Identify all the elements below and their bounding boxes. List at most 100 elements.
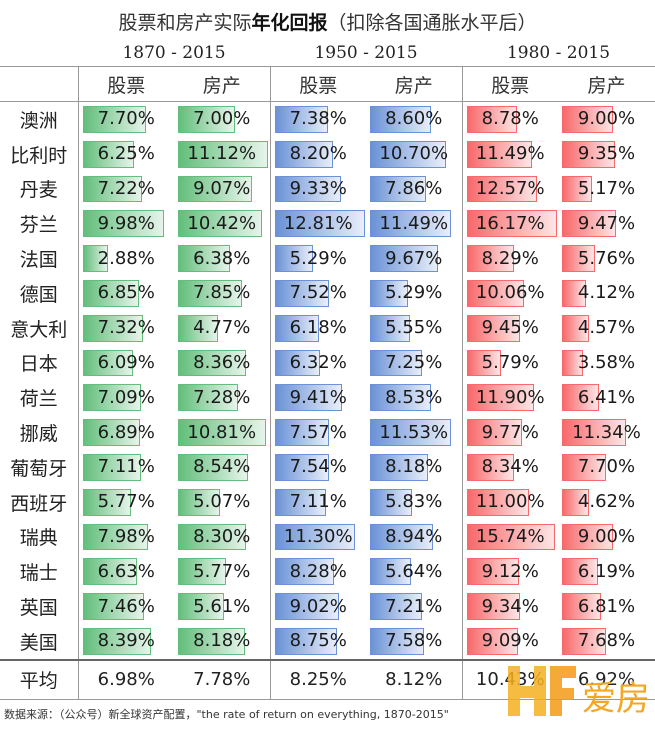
data-bar <box>466 106 517 133</box>
value-cell: 15.74% <box>461 519 558 555</box>
country-label: 瑞典 <box>19 527 58 550</box>
data-bar <box>274 314 319 342</box>
average-label: 平均 <box>0 658 78 700</box>
data-bar <box>466 488 529 516</box>
value-cell: 5.79% <box>461 345 558 381</box>
data-bar <box>274 384 342 412</box>
value-cell: 4.77% <box>174 311 270 346</box>
data-bar <box>562 279 586 307</box>
value-label: 6.89% <box>97 421 155 443</box>
value-label: 7.58% <box>385 630 443 652</box>
data-bar <box>178 210 262 238</box>
value-label: 11.30% <box>283 525 353 547</box>
value-cell: 8.75% <box>269 623 366 660</box>
source-note: 数据来源：（公众号）新全球资产配置，"the rate of return on… <box>4 708 449 721</box>
value-label: 9.45% <box>481 317 539 339</box>
value-label: 5.17% <box>577 177 636 199</box>
value-label: 7.68% <box>577 630 636 652</box>
value-label: 8.75% <box>289 630 347 652</box>
table-row: 瑞典 7.98% 8.30% 11.30% 8.94% 15.74% 9.00% <box>0 519 655 555</box>
data-bar <box>274 523 355 551</box>
value-label: 11.53% <box>379 421 449 443</box>
data-bar <box>370 627 424 655</box>
value-cell: 9.77% <box>461 415 558 450</box>
country-label: 意大利 <box>10 318 68 341</box>
value-cell: 8.30% <box>174 520 270 555</box>
value-cell: 4.57% <box>558 311 655 346</box>
value-cell: 5.76% <box>558 241 655 276</box>
table-row: 荷兰 7.09% 7.28% 9.41% 8.53% 11.90% 6.41% <box>0 380 655 416</box>
data-bar <box>274 558 334 586</box>
table-row: 西班牙 5.77% 5.07% 7.11% 5.83% 11.00% 4.62% <box>0 484 655 520</box>
value-cell: 11.49% <box>461 136 558 172</box>
value-label: 9.41% <box>289 386 347 408</box>
data-bar <box>274 210 365 238</box>
value-cell: 5.29% <box>366 276 462 311</box>
data-bar <box>82 349 133 377</box>
value-label: 7.86% <box>385 177 443 199</box>
country-label: 法国 <box>19 249 58 272</box>
value-cell: 7.46% <box>77 589 174 624</box>
data-bar <box>466 245 514 272</box>
value-label: 8.78% <box>481 108 539 130</box>
value-label: 9.77% <box>481 421 539 443</box>
value-label: 6.41% <box>577 386 636 408</box>
data-bar <box>562 349 583 377</box>
period-header-row: 1870 - 2015 1950 - 2015 1980 - 2015 <box>0 40 655 67</box>
value-cell: 6.09% <box>77 345 174 381</box>
value-label: 5.55% <box>385 317 443 339</box>
data-bar <box>562 245 595 272</box>
value-cell: 7.70% <box>77 101 174 137</box>
value-label: 11.49% <box>475 143 545 165</box>
returns-table-container: 1870 - 2015 1950 - 2015 1980 - 2015 股票 房… <box>0 40 655 700</box>
value-label: 5.64% <box>385 560 443 582</box>
value-label: 6.81% <box>577 595 636 617</box>
country-label: 英国 <box>19 597 58 620</box>
aifang-logo: 爱房 <box>504 658 650 722</box>
value-label: 9.34% <box>481 595 539 617</box>
title-suffix: （扣除各国通胀水平后） <box>327 12 537 34</box>
value-label: 8.20% <box>289 143 347 165</box>
value-label: 5.83% <box>385 491 443 513</box>
value-cell: 8.34% <box>461 449 558 485</box>
average-value: 8.25% <box>269 658 366 700</box>
country-label: 日本 <box>19 353 58 376</box>
data-bar <box>466 314 520 342</box>
value-cell: 5.77% <box>174 554 270 589</box>
value-cell: 5.61% <box>174 589 270 624</box>
period-1980-2015: 1980 - 2015 <box>506 43 611 63</box>
data-bar <box>178 558 226 586</box>
data-bar <box>82 279 139 307</box>
data-bar <box>178 384 238 412</box>
data-bar <box>178 453 248 481</box>
value-cell: 11.34% <box>558 415 655 450</box>
value-cell: 7.28% <box>174 380 270 415</box>
table-row: 芬兰 9.98% 10.42% 12.81% 11.49% 16.17% 9.47% <box>0 206 655 242</box>
value-cell: 10.06% <box>461 275 558 311</box>
value-label: 10.42% <box>187 212 257 234</box>
value-label: 5.76% <box>577 247 636 269</box>
data-bar <box>82 210 164 238</box>
value-cell: 11.30% <box>269 519 366 555</box>
data-bar <box>82 106 146 133</box>
asset-header-row: 股票 房产 股票 房产 股票 房产 <box>0 66 655 102</box>
value-label: 7.54% <box>289 456 347 478</box>
value-cell: 10.42% <box>174 206 270 241</box>
value-label: 9.98% <box>97 212 155 234</box>
value-label: 12.81% <box>283 212 353 234</box>
value-cell: 9.34% <box>461 589 558 624</box>
value-cell: 7.22% <box>77 171 174 207</box>
data-bar <box>370 279 408 307</box>
value-label: 6.32% <box>289 351 347 373</box>
value-label: 9.35% <box>577 143 636 165</box>
value-cell: 7.09% <box>77 380 174 416</box>
data-bar <box>466 210 557 238</box>
value-label: 16.17% <box>475 212 545 234</box>
table-row: 美国 8.39% 8.18% 8.75% 7.58% 9.09% 7.68% <box>0 623 655 660</box>
value-label: 7.21% <box>385 595 443 617</box>
data-bar <box>370 593 422 620</box>
data-bar <box>274 140 333 168</box>
data-bar <box>178 106 235 133</box>
table-row: 澳洲 7.70% 7.00% 7.38% 8.60% 8.78% 9.00% <box>0 101 655 137</box>
data-bar <box>370 106 431 133</box>
